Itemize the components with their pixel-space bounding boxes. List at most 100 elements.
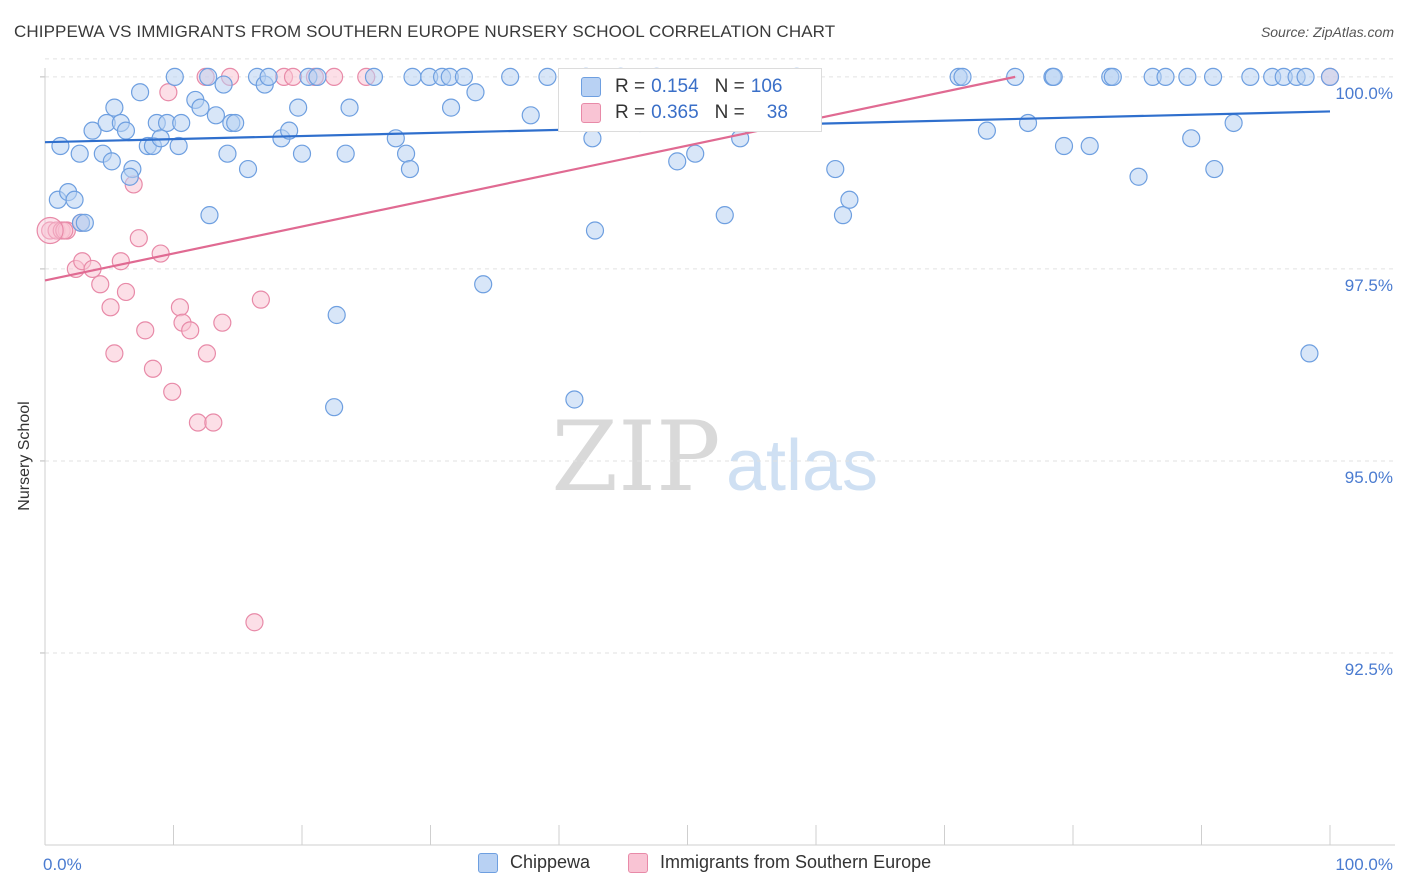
point-chippewa (327, 305, 346, 325)
point-chippewa (218, 144, 237, 163)
point-chippewa (1205, 159, 1224, 179)
point-chippewa (953, 67, 972, 86)
point-chippewa (977, 121, 997, 140)
point-immigrants (136, 321, 155, 340)
point-immigrants (188, 413, 208, 432)
data-points (36, 67, 1340, 632)
legend-r-label: R = (615, 102, 646, 123)
point-immigrants (163, 382, 182, 401)
point-chippewa (474, 275, 493, 294)
point-chippewa (521, 106, 540, 125)
tick-labels: 92.5% 95.0% 97.5% 100.0% 0.0% 100.0% (43, 84, 1393, 874)
point-immigrants (111, 252, 130, 271)
point-immigrants (213, 313, 232, 332)
point-chippewa (292, 144, 312, 163)
point-chippewa (70, 144, 89, 163)
point-immigrants (91, 275, 110, 294)
point-chippewa (308, 67, 327, 86)
legend-r-value: 0.154 (651, 76, 699, 97)
point-immigrants (251, 290, 270, 309)
point-chippewa (1044, 67, 1063, 86)
watermark-atlas: atlas (726, 426, 878, 506)
point-immigrants-cluster (36, 216, 64, 245)
point-chippewa (1129, 167, 1148, 186)
point-chippewa (325, 398, 344, 417)
point-chippewa (1224, 113, 1243, 133)
legend-r-label: R = (615, 76, 646, 97)
point-chippewa (396, 144, 416, 163)
point-chippewa (565, 390, 584, 409)
point-immigrants (55, 221, 74, 240)
point-chippewa (75, 213, 94, 232)
legend-n-label: N = (714, 102, 745, 123)
point-immigrants (159, 83, 178, 102)
point-chippewa (454, 67, 474, 86)
point-chippewa (585, 221, 605, 240)
point-chippewa (1300, 344, 1319, 363)
legend-n-value: 38 (766, 102, 788, 123)
legend-swatch-chippewa (581, 77, 601, 97)
point-chippewa (102, 152, 121, 171)
point-chippewa (191, 98, 210, 117)
point-chippewa (364, 67, 384, 86)
point-chippewa (1182, 129, 1201, 148)
point-immigrants (197, 344, 217, 363)
point-chippewa (1178, 67, 1197, 86)
point-chippewa (199, 67, 218, 86)
x-tick-label-max: 100.0% (1335, 855, 1393, 874)
bottom-legend-immigrants: Immigrants from Southern Europe (628, 852, 931, 873)
point-immigrants (101, 298, 120, 317)
point-immigrants (181, 321, 200, 340)
point-chippewa (668, 152, 687, 171)
point-chippewa (466, 83, 485, 102)
x-tick-label-min: 0.0% (43, 855, 82, 874)
legend-swatch-immigrants (581, 103, 601, 123)
bottom-legend-label-immigrants: Immigrants from Southern Europe (660, 852, 932, 872)
point-chippewa (501, 67, 520, 86)
point-chippewa (238, 159, 258, 179)
point-chippewa (116, 121, 136, 140)
point-chippewa (441, 98, 461, 117)
watermark-zip: ZIP (551, 401, 720, 513)
y-tick-label: 92.5% (1345, 660, 1393, 679)
point-chippewa (840, 190, 859, 209)
legend-row-immigrants: R = 0.365 N = 38 (581, 101, 788, 125)
legend-n-value: 106 (750, 76, 783, 97)
point-chippewa (1103, 67, 1122, 86)
bottom-legend-swatch-chippewa (478, 852, 498, 873)
point-immigrants (204, 413, 223, 432)
point-chippewa (169, 136, 188, 156)
point-chippewa (226, 113, 245, 133)
point-immigrants (245, 613, 264, 632)
y-tick-label: 95.0% (1345, 468, 1393, 487)
point-immigrants (143, 359, 163, 378)
y-tick-label: 97.5% (1345, 276, 1393, 295)
point-chippewa (336, 144, 355, 163)
point-chippewa (130, 83, 150, 102)
y-axis-label: Nursery School (16, 401, 33, 511)
point-chippewa (340, 98, 359, 117)
point-chippewa (833, 206, 853, 225)
point-chippewa (1241, 67, 1260, 86)
point-chippewa (1203, 67, 1223, 86)
legend-n-label: N = (714, 76, 745, 97)
point-chippewa (1080, 136, 1099, 156)
bottom-legend-label-chippewa: Chippewa (510, 852, 591, 872)
point-chippewa (172, 113, 191, 133)
point-chippewa (200, 206, 219, 225)
trend-line-immigrants (44, 75, 1016, 282)
source-credit: Source: ZipAtlas.com (1260, 24, 1394, 40)
point-chippewa (400, 159, 420, 179)
legend-row-chippewa: R = 0.154 N = 106 (581, 75, 782, 99)
point-chippewa (1320, 67, 1340, 86)
point-chippewa (386, 129, 405, 148)
point-immigrants (129, 229, 148, 248)
point-chippewa (1296, 67, 1315, 86)
y-tick-label: 100.0% (1335, 84, 1393, 103)
point-chippewa (686, 144, 705, 163)
legend-r-value: 0.365 (651, 102, 699, 123)
watermark: ZIP atlas (551, 401, 878, 513)
axes (40, 68, 1395, 846)
bottom-legend-chippewa: Chippewa (478, 852, 590, 873)
